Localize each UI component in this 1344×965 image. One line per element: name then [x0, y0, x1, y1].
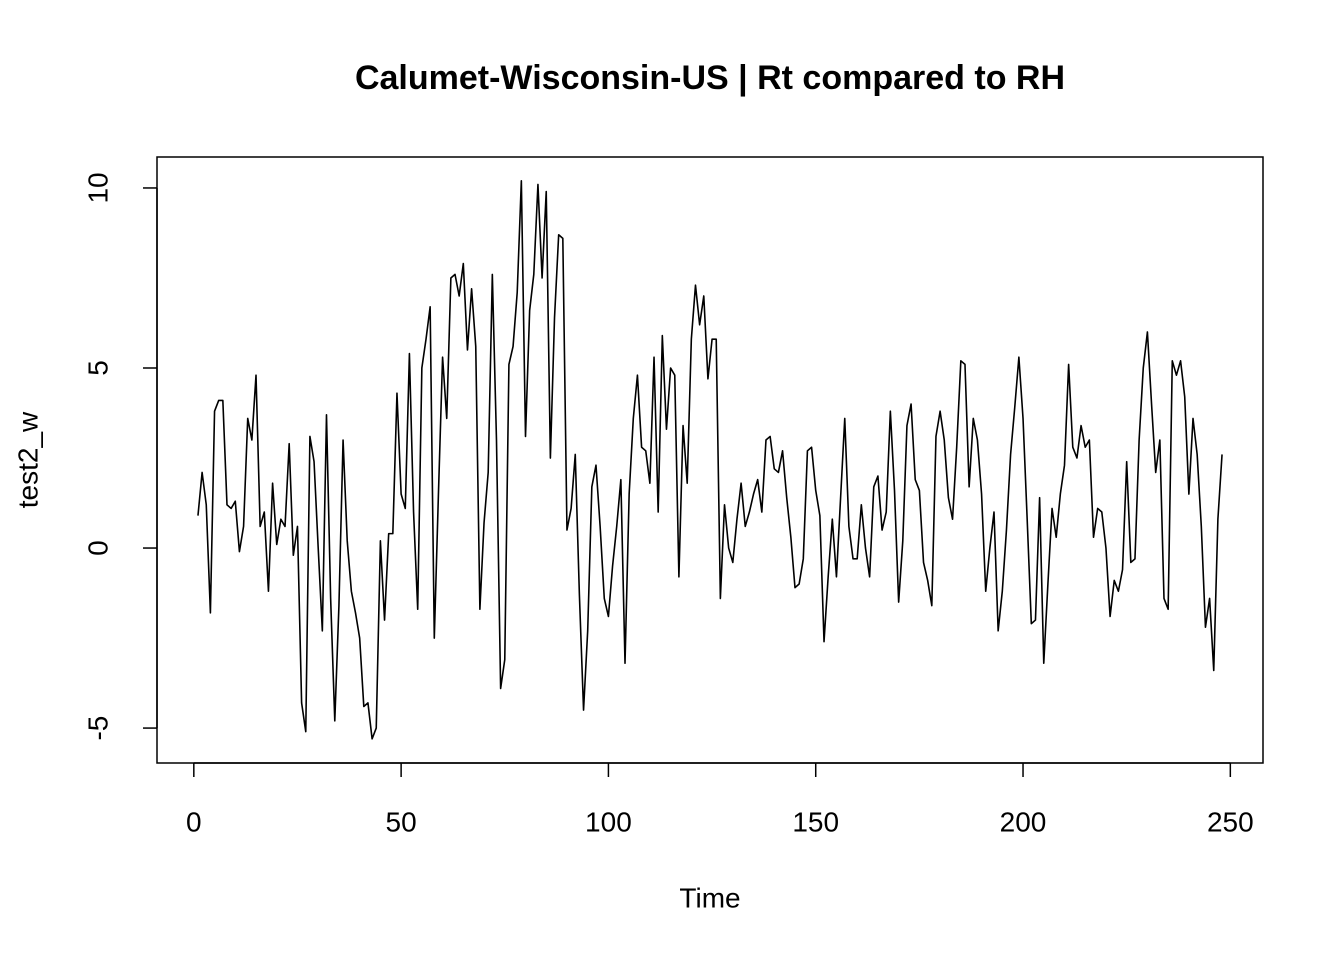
y-tick-label: 5 [82, 360, 113, 376]
x-tick-label: 0 [186, 806, 202, 837]
x-tick-label: 50 [386, 806, 417, 837]
y-tick-label: 0 [82, 540, 113, 556]
y-axis-label: test2_w [12, 411, 43, 508]
chart-title: Calumet-Wisconsin-US | Rt compared to RH [355, 59, 1065, 97]
x-tick-label: 100 [585, 806, 632, 837]
x-tick-label: 250 [1207, 806, 1254, 837]
x-axis-label: Time [679, 882, 740, 913]
x-tick-label: 150 [792, 806, 839, 837]
x-tick-label: 200 [1000, 806, 1047, 837]
y-tick-label: -5 [82, 716, 113, 741]
y-tick-label: 10 [82, 172, 113, 203]
data-line [197, 179, 1223, 740]
